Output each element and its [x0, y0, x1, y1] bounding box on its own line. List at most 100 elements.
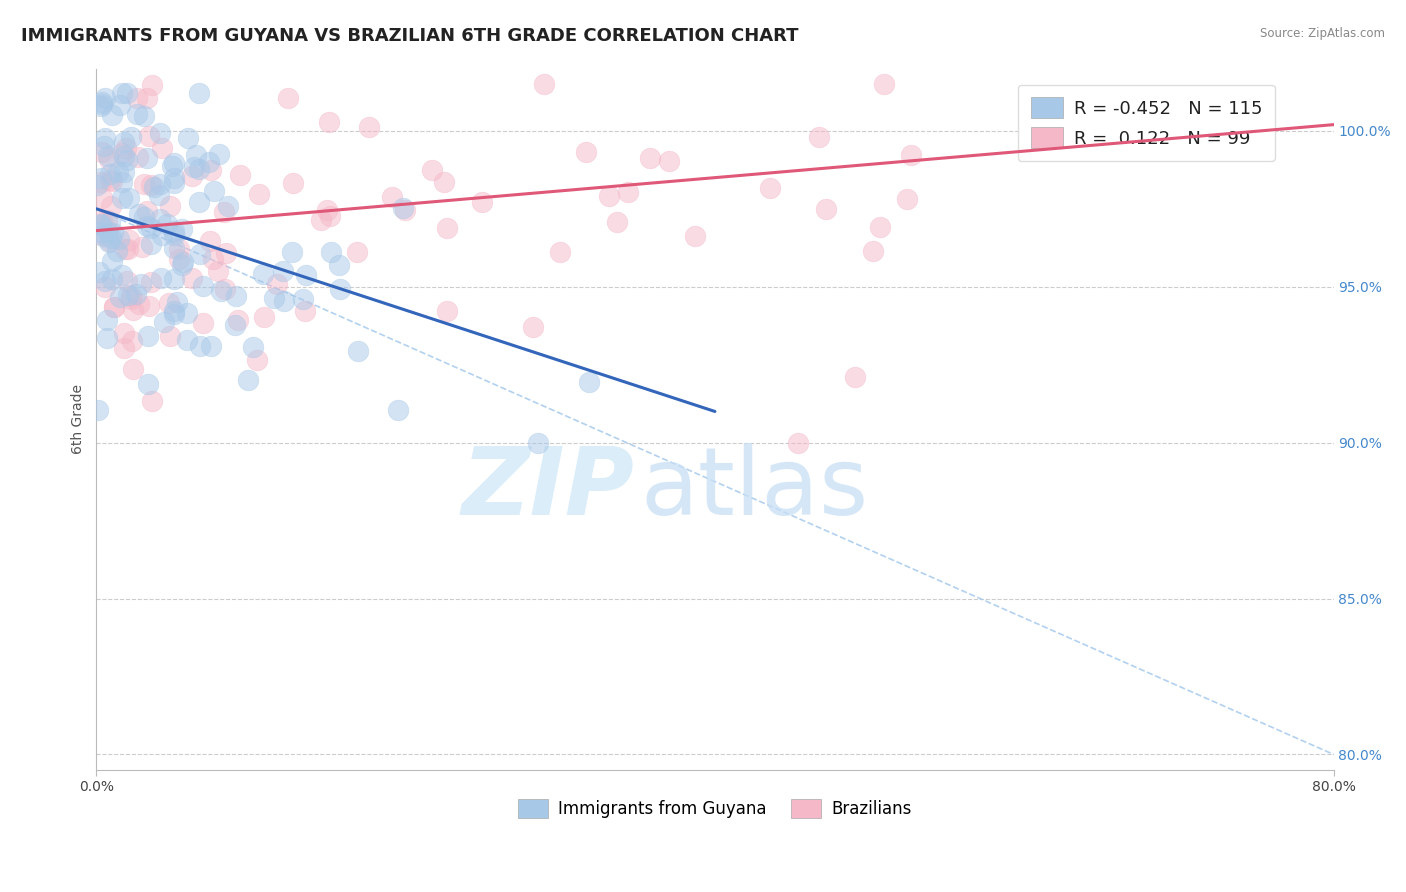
- Point: [90, 175, 112, 189]
- Point: [617, 186, 640, 200]
- Point: [273, 293, 295, 308]
- Point: [420, 162, 443, 177]
- Point: [224, 318, 246, 333]
- Point: [598, 188, 620, 202]
- Point: [280, 244, 302, 259]
- Point: [136, 329, 159, 343]
- Point: [100, 231, 122, 245]
- Point: [316, 202, 339, 217]
- Point: [606, 215, 628, 229]
- Point: [98, 172, 121, 186]
- Point: [108, 232, 131, 246]
- Point: [103, 300, 125, 314]
- Point: [170, 258, 193, 272]
- Point: [110, 97, 132, 112]
- Point: [112, 149, 135, 163]
- Point: [575, 145, 598, 159]
- Point: [91, 145, 114, 159]
- Point: [391, 201, 413, 215]
- Point: [578, 376, 600, 390]
- Point: [94, 280, 117, 294]
- Point: [181, 271, 204, 285]
- Point: [266, 277, 288, 291]
- Point: [188, 161, 211, 176]
- Point: [873, 77, 896, 91]
- Point: [112, 326, 135, 340]
- Point: [121, 334, 143, 348]
- Point: [200, 162, 222, 177]
- Point: [292, 293, 315, 307]
- Point: [91, 229, 114, 244]
- Point: [142, 180, 165, 194]
- Point: [167, 252, 190, 267]
- Point: [117, 287, 139, 301]
- Point: [87, 265, 110, 279]
- Point: [188, 246, 211, 260]
- Point: [141, 393, 163, 408]
- Point: [319, 244, 342, 259]
- Point: [129, 277, 152, 291]
- Point: [163, 224, 186, 238]
- Point: [658, 153, 681, 168]
- Point: [120, 289, 142, 303]
- Point: [150, 227, 173, 242]
- Point: [214, 282, 236, 296]
- Point: [844, 369, 866, 384]
- Point: [148, 187, 170, 202]
- Point: [98, 153, 121, 167]
- Point: [471, 195, 494, 210]
- Point: [128, 207, 150, 221]
- Point: [318, 115, 340, 129]
- Point: [170, 221, 193, 235]
- Point: [149, 126, 172, 140]
- Point: [120, 130, 142, 145]
- Point: [90, 95, 112, 109]
- Point: [247, 186, 270, 201]
- Point: [229, 168, 252, 182]
- Point: [87, 403, 110, 417]
- Point: [253, 310, 276, 325]
- Point: [100, 108, 122, 122]
- Point: [100, 198, 122, 212]
- Point: [277, 91, 299, 105]
- Point: [226, 312, 249, 326]
- Point: [180, 169, 202, 183]
- Point: [132, 211, 155, 225]
- Point: [394, 203, 416, 218]
- Point: [120, 293, 142, 307]
- Point: [208, 146, 231, 161]
- Point: [188, 195, 211, 210]
- Point: [153, 315, 176, 329]
- Point: [136, 152, 159, 166]
- Point: [118, 233, 141, 247]
- Point: [271, 264, 294, 278]
- Point: [115, 87, 138, 101]
- Point: [163, 241, 186, 255]
- Point: [163, 177, 186, 191]
- Point: [96, 213, 118, 227]
- Point: [115, 274, 138, 288]
- Point: [188, 339, 211, 353]
- Point: [150, 141, 173, 155]
- Point: [163, 155, 186, 169]
- Point: [149, 177, 172, 191]
- Point: [122, 302, 145, 317]
- Text: IMMIGRANTS FROM GUYANA VS BRAZILIAN 6TH GRADE CORRELATION CHART: IMMIGRANTS FROM GUYANA VS BRAZILIAN 6TH …: [21, 27, 799, 45]
- Point: [217, 199, 239, 213]
- Point: [159, 199, 181, 213]
- Point: [346, 343, 368, 358]
- Point: [160, 159, 183, 173]
- Point: [359, 120, 381, 134]
- Point: [136, 203, 159, 218]
- Point: [163, 303, 186, 318]
- Point: [98, 234, 121, 248]
- Point: [177, 131, 200, 145]
- Point: [131, 240, 153, 254]
- Point: [136, 91, 159, 105]
- Point: [387, 403, 409, 417]
- Point: [787, 435, 810, 450]
- Point: [163, 228, 186, 243]
- Point: [136, 377, 159, 392]
- Point: [157, 296, 180, 310]
- Point: [869, 220, 891, 235]
